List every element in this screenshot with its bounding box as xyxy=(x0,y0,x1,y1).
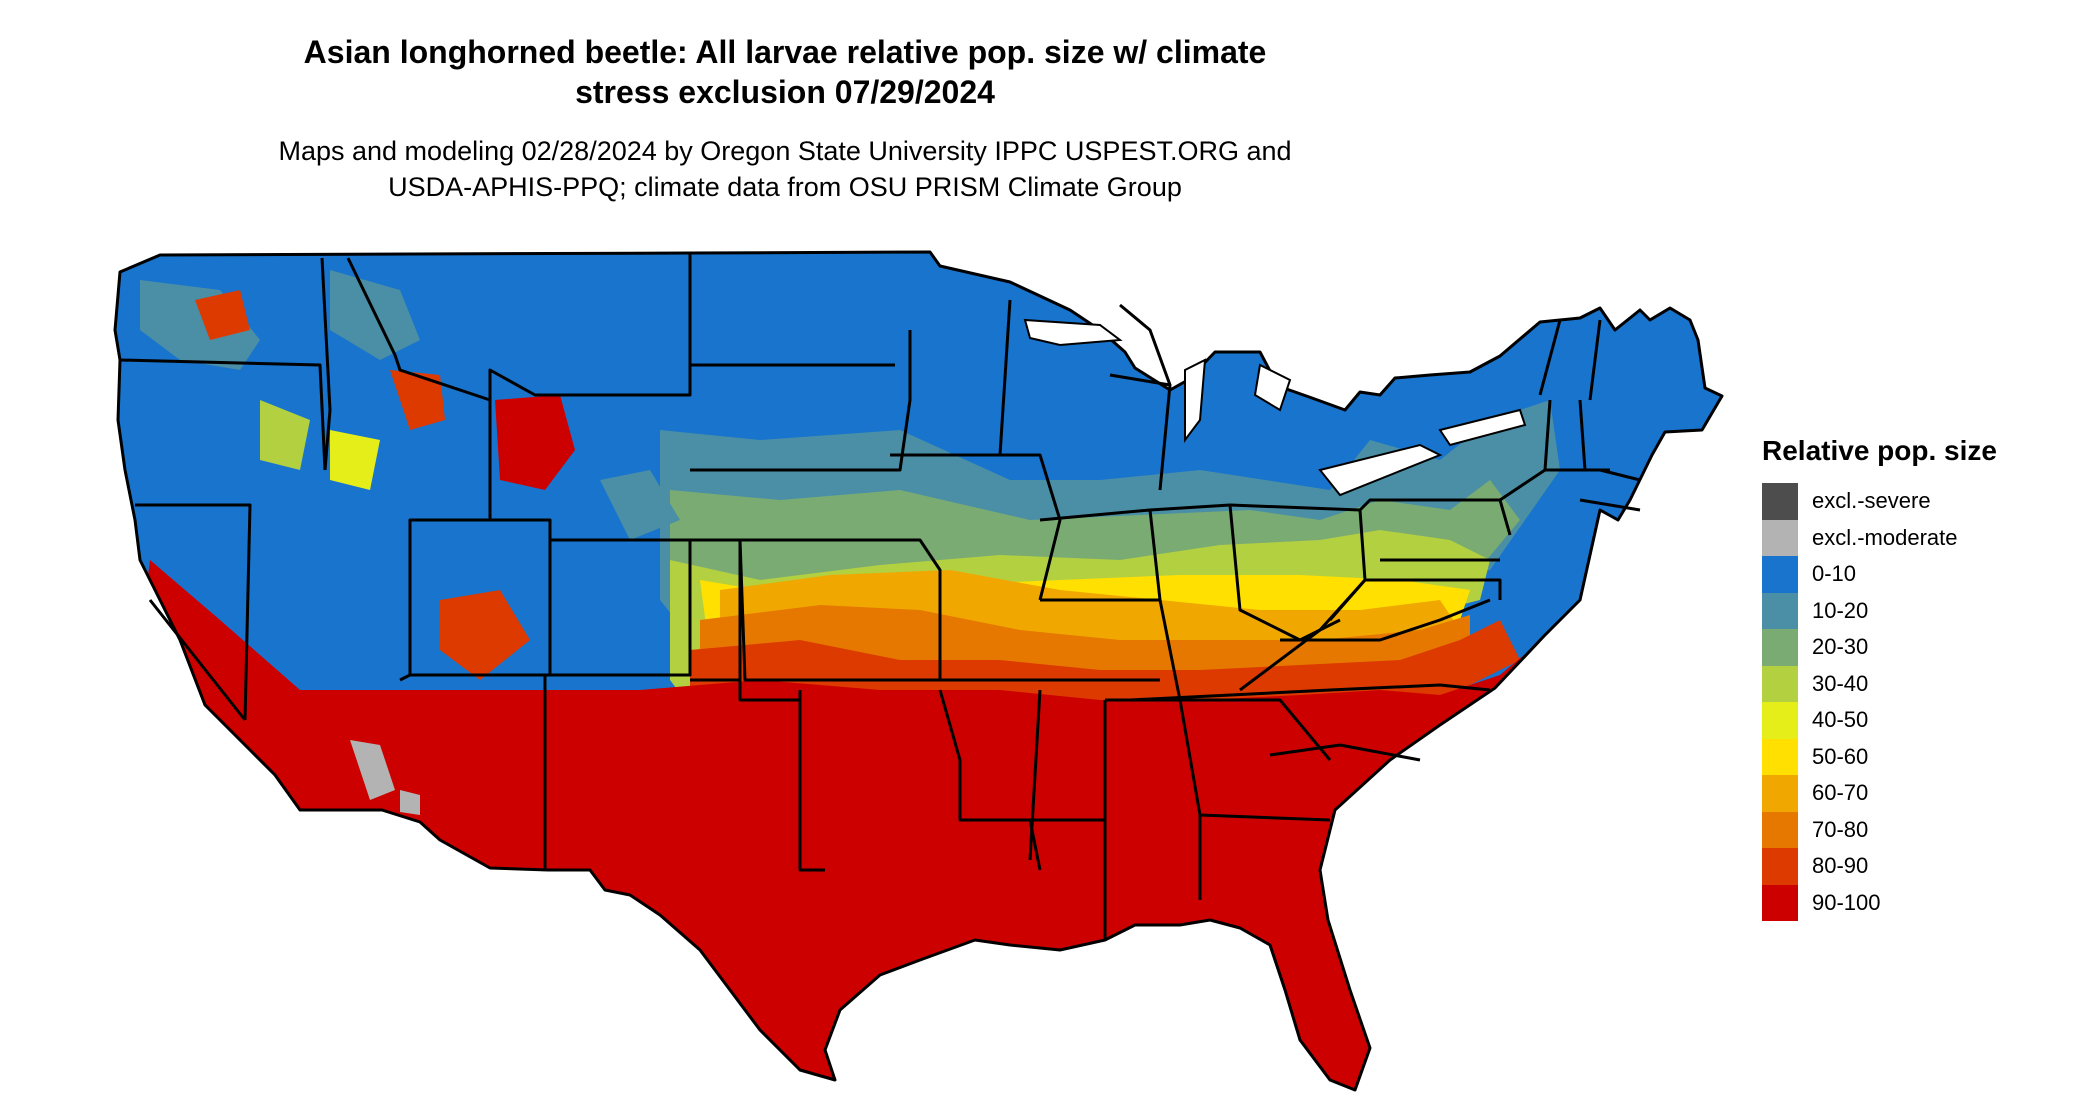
us-map xyxy=(100,230,1750,1110)
legend-swatch xyxy=(1762,556,1798,593)
legend-swatch xyxy=(1762,483,1798,520)
legend-label: 30-40 xyxy=(1812,670,1869,696)
legend-title: Relative pop. size xyxy=(1762,435,1997,466)
state-borders xyxy=(113,250,1724,1092)
map-subtitle-line-1: Maps and modeling 02/28/2024 by Oregon S… xyxy=(278,136,1292,166)
legend-item: 20-30 xyxy=(1762,629,1997,666)
legend-swatch xyxy=(1762,702,1798,739)
legend-label: 90-100 xyxy=(1812,889,1881,915)
legend-swatch xyxy=(1762,738,1798,775)
legend-item: 10-20 xyxy=(1762,592,1997,629)
legend-swatch xyxy=(1762,811,1798,848)
legend-item: 60-70 xyxy=(1762,775,1997,812)
legend-label: 40-50 xyxy=(1812,707,1869,733)
legend: Relative pop. size excl.-severe excl.-mod… xyxy=(1762,435,1997,921)
legend-label: excl.-moderate xyxy=(1812,524,1958,550)
legend-item: 80-90 xyxy=(1762,848,1997,885)
legend-item: 40-50 xyxy=(1762,702,1997,739)
legend-items: excl.-severe excl.-moderate 0-10 10-20 20-30… xyxy=(1762,483,1997,921)
legend-label: 80-90 xyxy=(1812,853,1869,879)
legend-item: 50-60 xyxy=(1762,738,1997,775)
legend-item: 0-10 xyxy=(1762,556,1997,593)
legend-swatch xyxy=(1762,775,1798,812)
legend-label: 10-20 xyxy=(1812,597,1869,623)
map-subtitle: Maps and modeling 02/28/2024 by Oregon S… xyxy=(0,133,1570,205)
legend-label: 20-30 xyxy=(1812,634,1869,660)
legend-item: 70-80 xyxy=(1762,811,1997,848)
legend-swatch xyxy=(1762,884,1798,921)
legend-label: excl.-severe xyxy=(1812,488,1931,514)
legend-swatch xyxy=(1762,629,1798,666)
map-title-line-2: stress exclusion 07/29/2024 xyxy=(575,74,995,110)
map-title: Asian longhorned beetle: All larvae rela… xyxy=(0,32,1570,112)
legend-item: excl.-moderate xyxy=(1762,519,1997,556)
legend-label: 60-70 xyxy=(1812,780,1869,806)
legend-label: 70-80 xyxy=(1812,816,1869,842)
legend-swatch xyxy=(1762,848,1798,885)
legend-swatch xyxy=(1762,592,1798,629)
legend-label: 50-60 xyxy=(1812,743,1869,769)
us-map-svg xyxy=(113,250,1724,1092)
legend-item: excl.-severe xyxy=(1762,483,1997,520)
legend-swatch xyxy=(1762,519,1798,556)
map-subtitle-line-2: USDA-APHIS-PPQ; climate data from OSU PR… xyxy=(388,172,1182,202)
legend-label: 0-10 xyxy=(1812,561,1857,587)
legend-item: 90-100 xyxy=(1762,884,1997,921)
map-title-line-1: Asian longhorned beetle: All larvae rela… xyxy=(303,34,1267,70)
legend-item: 30-40 xyxy=(1762,665,1997,702)
legend-swatch xyxy=(1762,665,1798,702)
